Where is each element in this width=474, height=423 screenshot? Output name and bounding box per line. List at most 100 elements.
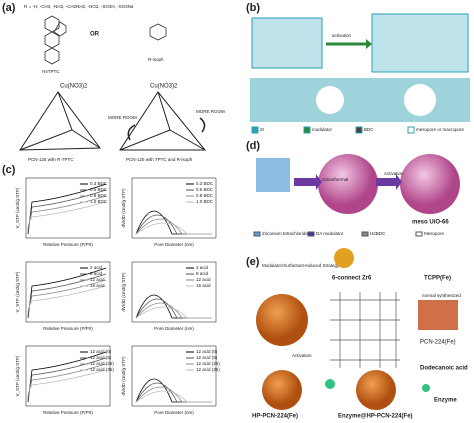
tetrahedra — [19, 91, 207, 151]
panel-b: (b) activation Zr modulator BDC mesopore or… — [246, 2, 470, 134]
particle — [356, 370, 396, 410]
legend-text: 16 acid — [196, 283, 211, 288]
enzyme-hp: Enzyme@HP-PCN-224(Fe) — [338, 414, 413, 420]
enzyme-text: Enzyme — [434, 398, 457, 404]
legend-text: Zirconium tetrachloride — [262, 231, 308, 236]
plot: dV/dD (cm3/g STP) Pore Diameter (nm) 2 aci… — [121, 261, 217, 331]
legend-text: 12 acid (25) — [196, 361, 220, 366]
legend-text: DA modulator — [316, 231, 344, 236]
particle — [400, 154, 460, 214]
curve — [27, 285, 107, 310]
legend-text: 0.5 BDC — [196, 187, 214, 192]
legend-text: 12 acid (25) — [90, 361, 114, 366]
legend-text: 12 acid (5) — [90, 355, 112, 360]
legend-text: 8 acid — [196, 271, 209, 276]
ligand: TCPP(Fe) — [424, 276, 451, 282]
curve — [135, 302, 212, 319]
more-room: MORE ROOM — [196, 109, 225, 114]
curve — [27, 273, 107, 316]
legend-text: 12 acid — [90, 277, 105, 282]
acid: Dodecanoic acid — [420, 366, 468, 372]
legend-swatch — [307, 231, 315, 237]
curve — [135, 306, 212, 319]
curve — [27, 351, 107, 403]
curve — [27, 189, 107, 232]
strategy: Modulator/Surfactant-Induced Strategy — [262, 263, 340, 268]
step: Activation — [384, 171, 404, 176]
x-axis-label: Relative Pressure (P/P0) — [43, 242, 93, 247]
legend-text: modulator — [312, 127, 333, 132]
x-axis-label: Relative Pressure (P/P0) — [43, 410, 93, 415]
legend-swatch — [355, 126, 363, 134]
curve — [135, 294, 212, 319]
hp: HP-PCN-224(Fe) — [252, 414, 298, 420]
y-axis-label: V_STP (cm3/g STP) — [15, 271, 20, 312]
panel-label: (b) — [246, 2, 260, 14]
legend-swatch — [303, 126, 311, 134]
curve — [27, 201, 107, 226]
curve — [27, 357, 107, 400]
legend-text: 12 acid (35) — [90, 367, 114, 372]
cluster — [334, 248, 354, 268]
framework — [330, 292, 400, 368]
curve — [135, 382, 212, 403]
plot-frame — [25, 345, 111, 407]
more-room: MORE ROOM — [108, 115, 137, 120]
curve — [27, 267, 107, 319]
legend-text: H2BDC — [370, 231, 386, 236]
legend-text: 0.3 BDC — [90, 181, 108, 186]
lattice — [371, 13, 469, 73]
normal-text: normal synthesized — [422, 293, 461, 298]
legend-text: 0.3 BDC — [196, 181, 214, 186]
curve — [27, 279, 107, 313]
y-axis-label: V_STP (cm3/g STP) — [15, 355, 20, 396]
legend-text: Zr — [260, 127, 265, 132]
plot-frame — [131, 261, 217, 323]
particle — [262, 370, 302, 410]
x-axis-label: Pore Diameter (nm) — [154, 326, 194, 331]
arrow-head — [366, 39, 372, 49]
particle — [318, 154, 378, 214]
curve — [135, 214, 212, 235]
legend-text: 1.0 BDC — [196, 199, 214, 204]
cluster-text: 6-connect Zr6 — [332, 276, 372, 282]
legend-text: mesopore or macropore — [416, 127, 465, 132]
isoph: R-isoph — [148, 57, 164, 62]
plot-frame — [131, 177, 217, 239]
legend-text: 0.8 BDC — [90, 193, 108, 198]
curve — [135, 378, 212, 403]
crystal — [418, 300, 458, 330]
y-axis-label: dV/dD (cm3/g STP) — [121, 272, 126, 312]
panel-label: (a) — [2, 2, 16, 14]
enzyme-icon — [422, 384, 430, 392]
legend-swatch — [415, 231, 423, 237]
plot-frame — [25, 177, 111, 239]
cluster — [256, 158, 290, 192]
curve — [27, 363, 107, 397]
activation: Activation — [292, 353, 312, 358]
plot: V_STP (cm3/g STP) Relative Pressure (P/P0… — [15, 177, 111, 247]
plot-frame — [25, 261, 111, 323]
legend-text: BDC — [364, 127, 374, 132]
curve — [27, 195, 107, 229]
pore — [316, 86, 344, 114]
caption: PCN-125 with TPTC and R-isoph — [126, 157, 193, 162]
legend-text: 12 acid (35) — [196, 367, 220, 372]
curve — [135, 222, 212, 235]
lattice — [250, 78, 470, 122]
panel-c: (c) V_STP (cm3/g STP) Relative Pressure (… — [2, 164, 220, 415]
plot: dV/dD (cm3/g STP) Pore Diameter (nm) 0.3 B… — [121, 177, 217, 247]
enzyme — [325, 379, 335, 389]
legend-text: 1.0 BDC — [90, 199, 108, 204]
arrow-text: activation — [332, 33, 352, 38]
legend-text: 12 acid (0) — [196, 349, 218, 354]
y-axis-label: V_STP (cm3/g STP) — [15, 187, 20, 228]
curve — [27, 183, 107, 235]
legend-text: 2 acid — [90, 265, 103, 270]
step: Solvothermal — [322, 177, 348, 182]
panel-e: (e) Modulator/Surfactant-Induced Strateg… — [246, 248, 468, 420]
legend-swatch — [361, 231, 369, 237]
panel-a: (a) R = -H, -CH3, -NH2, -CH2NH2, -NO2, -… — [2, 2, 225, 162]
legend-text: 12 acid (0) — [90, 349, 112, 354]
